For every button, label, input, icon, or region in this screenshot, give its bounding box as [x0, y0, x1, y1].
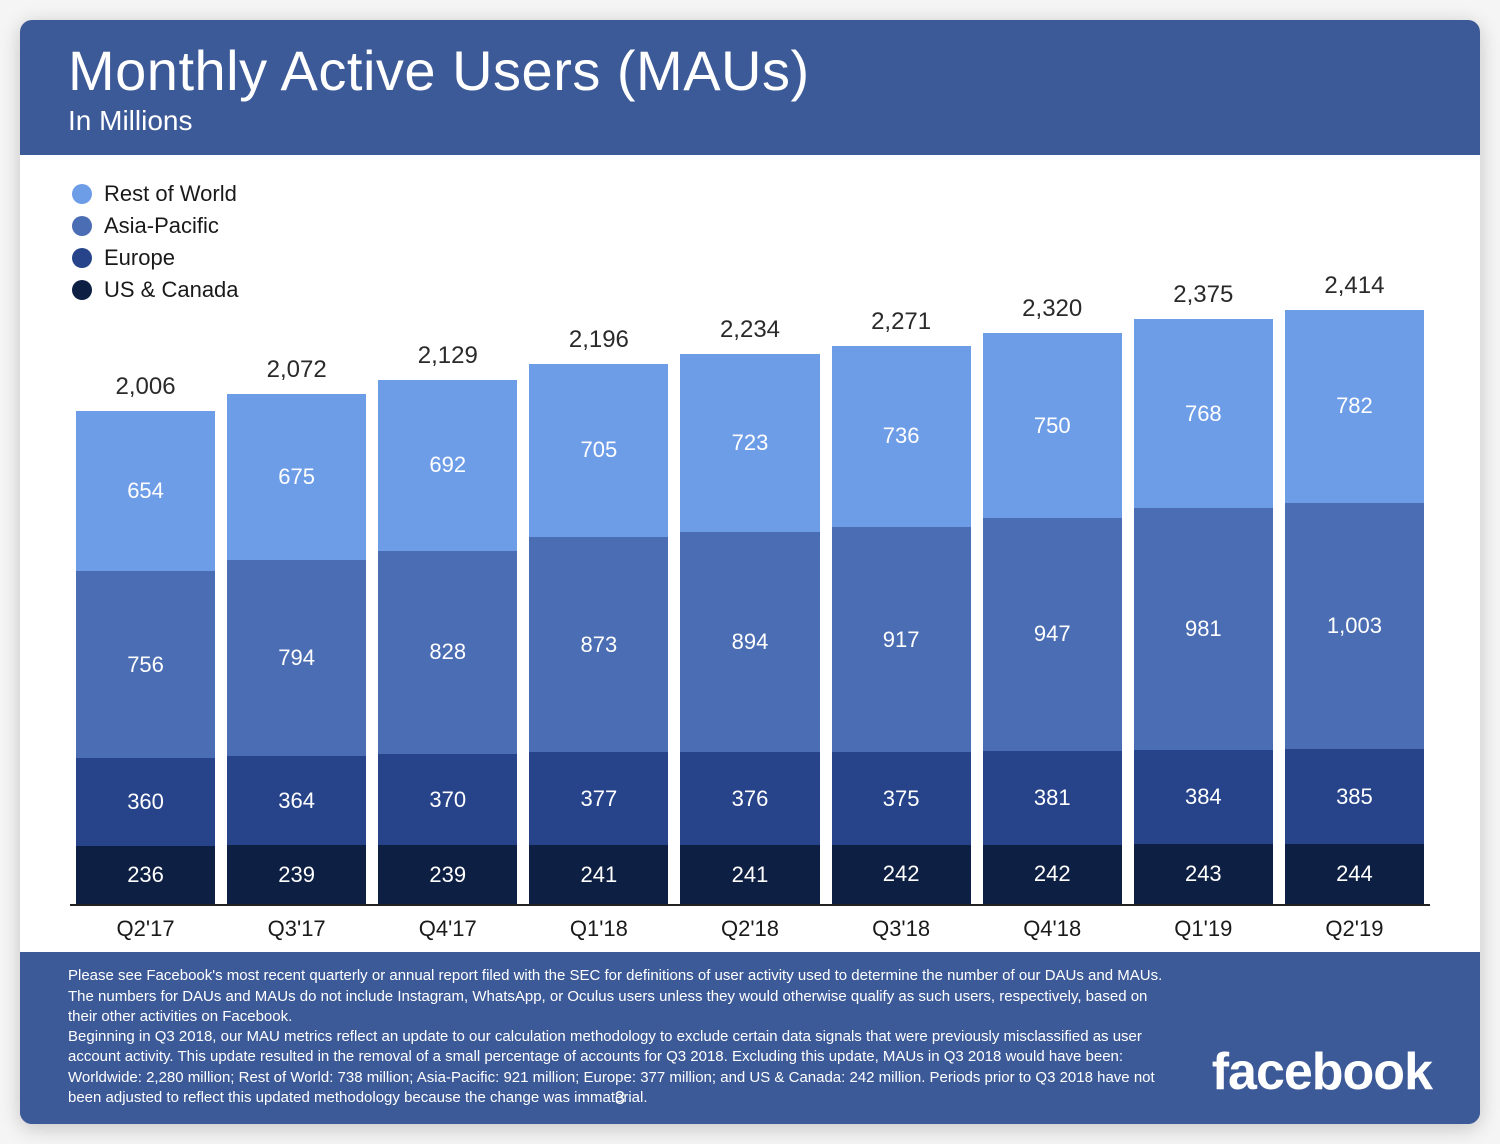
- bar-segment-europe: 364: [227, 756, 366, 846]
- bar-stack: 7821,003385244: [1285, 310, 1424, 904]
- bar-segment-rest_of_world: 723: [680, 354, 819, 532]
- x-tick: Q2'18: [674, 916, 825, 942]
- x-tick: Q4'17: [372, 916, 523, 942]
- bar-segment-rest_of_world: 692: [378, 380, 517, 550]
- bar-stack: 723894376241: [680, 354, 819, 904]
- x-tick: Q4'18: [977, 916, 1128, 942]
- bar-segment-rest_of_world: 675: [227, 394, 366, 560]
- facebook-logo: facebook: [1212, 1042, 1432, 1108]
- bar-segment-europe: 384: [1134, 750, 1273, 845]
- bar-segment-us_canada: 241: [680, 845, 819, 904]
- bar-segment-rest_of_world: 768: [1134, 319, 1273, 508]
- bar-segment-asia_pacific: 873: [529, 537, 668, 752]
- bar-segment-asia_pacific: 947: [983, 518, 1122, 751]
- bar-segment-europe: 375: [832, 752, 971, 844]
- slide-footer: Please see Facebook's most recent quarte…: [20, 952, 1480, 1124]
- bar-segment-asia_pacific: 1,003: [1285, 503, 1424, 750]
- bar-segment-rest_of_world: 705: [529, 364, 668, 538]
- bar-segment-us_canada: 241: [529, 845, 668, 904]
- slide-subtitle: In Millions: [68, 105, 1432, 137]
- bar-column: 2,271 736917375242: [826, 183, 977, 904]
- x-tick: Q3'17: [221, 916, 372, 942]
- x-tick: Q3'18: [826, 916, 977, 942]
- bar-segment-asia_pacific: 828: [378, 551, 517, 755]
- bar-segment-us_canada: 239: [227, 845, 366, 904]
- bar-segment-us_canada: 242: [832, 845, 971, 905]
- bar-segment-europe: 376: [680, 752, 819, 845]
- bar-total-label: 2,234: [720, 316, 780, 344]
- bar-total-label: 2,129: [418, 342, 478, 370]
- bar-segment-asia_pacific: 981: [1134, 508, 1273, 749]
- bar-segment-rest_of_world: 750: [983, 333, 1122, 518]
- chart-area: Rest of WorldAsia-PacificEuropeUS & Cana…: [20, 155, 1480, 952]
- bar-column: 2,234 723894376241: [674, 183, 825, 904]
- x-axis: Q2'17Q3'17Q4'17Q1'18Q2'18Q3'18Q4'18Q1'19…: [60, 906, 1440, 942]
- bar-segment-asia_pacific: 894: [680, 532, 819, 752]
- bar-column: 2,414 7821,003385244: [1279, 183, 1430, 904]
- x-tick: Q1'19: [1128, 916, 1279, 942]
- bar-total-label: 2,414: [1324, 272, 1384, 300]
- bar-stack: 736917375242: [832, 346, 971, 905]
- bar-segment-us_canada: 242: [983, 845, 1122, 905]
- bar-stack: 768981384243: [1134, 319, 1273, 904]
- bar-column: 2,320 750947381242: [977, 183, 1128, 904]
- bar-segment-us_canada: 236: [76, 846, 215, 904]
- bar-stack: 654756360236: [76, 411, 215, 905]
- x-tick: Q2'17: [70, 916, 221, 942]
- bar-total-label: 2,196: [569, 326, 629, 354]
- bar-segment-europe: 377: [529, 752, 668, 845]
- x-tick: Q1'18: [523, 916, 674, 942]
- x-tick: Q2'19: [1279, 916, 1430, 942]
- footnote-text: Please see Facebook's most recent quarte…: [68, 966, 1172, 1108]
- bar-total-label: 2,320: [1022, 295, 1082, 323]
- bar-column: 2,196 705873377241: [523, 183, 674, 904]
- bar-stack: 750947381242: [983, 333, 1122, 904]
- bar-segment-us_canada: 244: [1285, 844, 1424, 904]
- bar-column: 2,129 692828370239: [372, 183, 523, 904]
- slide-title: Monthly Active Users (MAUs): [68, 38, 1432, 103]
- bar-stack: 705873377241: [529, 364, 668, 905]
- bar-segment-asia_pacific: 794: [227, 560, 366, 755]
- slide-header: Monthly Active Users (MAUs) In Millions: [20, 20, 1480, 155]
- bar-segment-europe: 385: [1285, 749, 1424, 844]
- slide: Monthly Active Users (MAUs) In Millions …: [20, 20, 1480, 1124]
- stacked-bar-chart: 2,006 654756360236 2,072 675794364239 2,129 6…: [60, 183, 1440, 904]
- bar-stack: 675794364239: [227, 394, 366, 904]
- bar-column: 2,375 768981384243: [1128, 183, 1279, 904]
- bar-segment-europe: 360: [76, 758, 215, 847]
- bar-segment-asia_pacific: 917: [832, 527, 971, 753]
- bar-total-label: 2,072: [267, 356, 327, 384]
- bar-segment-europe: 370: [378, 754, 517, 845]
- bar-segment-us_canada: 239: [378, 845, 517, 904]
- bar-total-label: 2,006: [116, 373, 176, 401]
- bar-total-label: 2,375: [1173, 281, 1233, 309]
- bar-segment-rest_of_world: 736: [832, 346, 971, 527]
- bar-segment-europe: 381: [983, 751, 1122, 845]
- bar-segment-rest_of_world: 654: [76, 411, 215, 572]
- bar-stack: 692828370239: [378, 380, 517, 904]
- bar-column: 2,072 675794364239: [221, 183, 372, 904]
- bar-segment-us_canada: 243: [1134, 844, 1273, 904]
- bar-column: 2,006 654756360236: [70, 183, 221, 904]
- page-number: 3: [615, 1086, 625, 1110]
- bar-segment-asia_pacific: 756: [76, 571, 215, 757]
- bar-total-label: 2,271: [871, 308, 931, 336]
- bar-segment-rest_of_world: 782: [1285, 310, 1424, 502]
